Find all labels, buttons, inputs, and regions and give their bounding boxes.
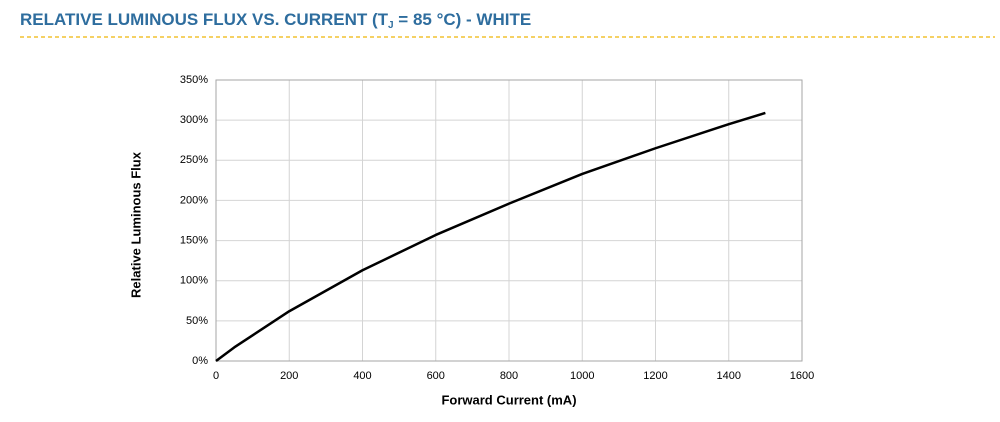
x-tick-label: 1400 <box>717 370 741 382</box>
y-tick-label: 100% <box>180 275 208 287</box>
y-tick-label: 150% <box>180 234 208 246</box>
y-tick-label: 300% <box>180 114 208 126</box>
y-tick-label: 50% <box>186 315 208 327</box>
x-tick-label: 200 <box>280 370 298 382</box>
data-line <box>215 111 766 363</box>
x-tick-label: 1000 <box>570 370 594 382</box>
y-axis-label: Relative Luminous Flux <box>128 151 143 298</box>
x-tick-label: 400 <box>353 370 371 382</box>
chart-title: RELATIVE LUMINOUS FLUX VS. CURRENT (TJ =… <box>20 10 531 30</box>
title-subscript: J <box>388 20 394 31</box>
title-text: RELATIVE LUMINOUS FLUX VS. CURRENT (T <box>20 10 389 29</box>
x-tick-label: 1200 <box>643 370 667 382</box>
x-tick-label: 600 <box>427 370 445 382</box>
title-text: = 85 °C) - WHITE <box>394 10 532 29</box>
x-tick-label: 800 <box>500 370 518 382</box>
x-tick-label: 0 <box>213 370 219 382</box>
y-tick-label: 350% <box>180 74 208 86</box>
plot-border <box>215 79 803 362</box>
x-tick-label: 1600 <box>790 370 814 382</box>
y-tick-label: 0% <box>192 355 208 367</box>
x-axis-label: Forward Current (mA) <box>441 392 576 407</box>
y-tick-label: 200% <box>180 194 208 206</box>
y-tick-label: 250% <box>180 154 208 166</box>
